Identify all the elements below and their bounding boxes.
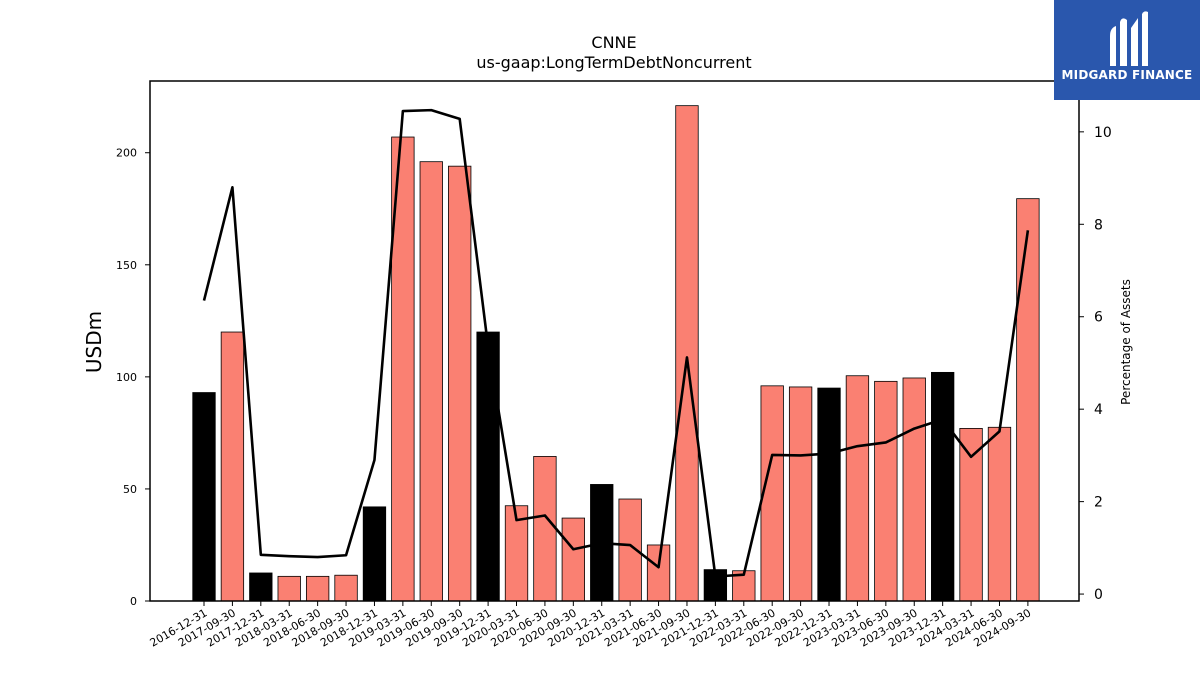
y2-axis-label: Percentage of Assets bbox=[1119, 279, 1133, 405]
brand-logo: MIDGARD FINANCE bbox=[1054, 0, 1200, 100]
bar bbox=[277, 575, 301, 602]
bar bbox=[192, 392, 216, 602]
bar bbox=[845, 375, 870, 602]
y2-tick-label: 4 bbox=[1094, 402, 1103, 418]
y2-tick-label: 0 bbox=[1094, 587, 1103, 603]
bar bbox=[1016, 198, 1040, 602]
plot-frame bbox=[149, 80, 1080, 602]
bar bbox=[874, 380, 898, 602]
bar bbox=[419, 161, 443, 602]
brand-name: MIDGARD FINANCE bbox=[1061, 68, 1193, 82]
y-axis-label: USDm bbox=[82, 311, 106, 373]
percentage-line bbox=[202, 108, 1030, 578]
chart-title: CNNE bbox=[591, 33, 636, 52]
y-tick-label: 200 bbox=[116, 147, 137, 160]
bar bbox=[646, 544, 671, 602]
y2-tick-label: 6 bbox=[1094, 310, 1103, 326]
bar bbox=[220, 331, 245, 602]
bar bbox=[448, 165, 472, 602]
bar bbox=[476, 331, 500, 602]
y2-tick-label: 8 bbox=[1094, 217, 1103, 233]
bar bbox=[817, 387, 841, 602]
bar bbox=[533, 456, 557, 602]
midgard-m-logo-icon bbox=[1110, 11, 1148, 67]
bar bbox=[959, 428, 983, 602]
y-tick-label: 100 bbox=[116, 371, 137, 384]
y2-tick-label: 2 bbox=[1094, 495, 1103, 511]
chart-subtitle: us-gaap:LongTermDebtNoncurrent bbox=[476, 53, 751, 72]
bar bbox=[788, 386, 813, 602]
y-tick-label: 0 bbox=[130, 595, 137, 608]
bar bbox=[987, 426, 1012, 602]
bar bbox=[561, 517, 585, 602]
bar bbox=[675, 105, 699, 602]
bar bbox=[362, 506, 387, 602]
y2-tick-label: 10 bbox=[1094, 125, 1112, 141]
bar bbox=[249, 572, 273, 602]
y-tick-label: 150 bbox=[116, 259, 137, 272]
bar bbox=[334, 574, 358, 602]
bars-layer bbox=[192, 105, 1040, 602]
bar bbox=[902, 377, 926, 602]
bar bbox=[305, 575, 330, 602]
y-tick-label: 50 bbox=[123, 483, 137, 496]
line-layer bbox=[202, 108, 1030, 578]
bar bbox=[931, 371, 955, 602]
